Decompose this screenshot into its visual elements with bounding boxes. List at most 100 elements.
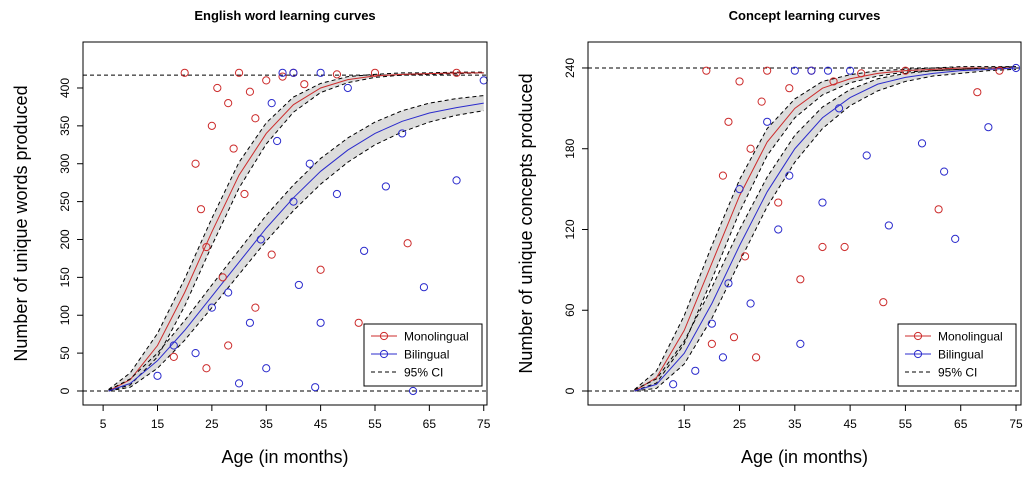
legend-marker bbox=[913, 349, 923, 359]
x-tick-label: 75 bbox=[477, 417, 491, 431]
data-point bbox=[370, 68, 380, 77]
x-tick-label: 55 bbox=[368, 417, 382, 431]
data-point bbox=[707, 319, 716, 328]
data-point bbox=[398, 129, 407, 138]
x-tick-label: 35 bbox=[788, 417, 802, 431]
data-point bbox=[452, 176, 461, 185]
data-point bbox=[1011, 63, 1021, 73]
data-point bbox=[995, 66, 1004, 75]
data-point bbox=[901, 66, 910, 75]
y-tick-label: 240 bbox=[563, 58, 577, 78]
data-point bbox=[862, 151, 871, 160]
data-point bbox=[316, 265, 325, 274]
data-point bbox=[718, 171, 728, 180]
x-tick-label: 65 bbox=[954, 417, 968, 431]
legend-label: Monolingual bbox=[404, 330, 469, 344]
data-point bbox=[917, 139, 927, 148]
legend-marker bbox=[379, 349, 389, 359]
legend-label: Bilingual bbox=[404, 348, 449, 362]
y-tick-label: 250 bbox=[58, 191, 72, 211]
data-point bbox=[224, 341, 233, 350]
data-point bbox=[273, 136, 282, 146]
data-point bbox=[691, 366, 700, 375]
data-point bbox=[169, 352, 178, 361]
data-point bbox=[934, 205, 943, 214]
fit-line bbox=[634, 67, 1017, 392]
x-tick-label: 15 bbox=[678, 417, 692, 431]
x-tick-label: 15 bbox=[151, 417, 165, 431]
data-point bbox=[213, 83, 222, 93]
data-point bbox=[245, 318, 255, 327]
chart-title: Concept learning curves bbox=[729, 8, 881, 23]
data-point bbox=[829, 77, 838, 86]
data-point bbox=[724, 117, 733, 126]
x-axis-label: Age (in months) bbox=[221, 447, 348, 467]
data-point bbox=[191, 159, 200, 168]
data-point bbox=[951, 234, 960, 244]
data-point bbox=[300, 80, 309, 89]
data-point bbox=[840, 242, 849, 252]
data-point bbox=[796, 339, 805, 348]
ci-line bbox=[108, 72, 484, 392]
data-point bbox=[403, 239, 412, 248]
data-point bbox=[763, 66, 772, 75]
data-point bbox=[940, 167, 949, 176]
data-point bbox=[262, 364, 271, 373]
data-point bbox=[224, 288, 233, 297]
data-point bbox=[245, 87, 255, 96]
x-tick-label: 5 bbox=[100, 417, 107, 431]
legend-label: 95% CI bbox=[938, 366, 977, 380]
data-point bbox=[724, 279, 733, 288]
data-point bbox=[289, 197, 298, 206]
x-tick-label: 25 bbox=[205, 417, 219, 431]
legend-label: 95% CI bbox=[404, 366, 443, 380]
data-point bbox=[452, 68, 461, 77]
ci-line bbox=[108, 71, 484, 390]
data-point bbox=[746, 299, 755, 308]
x-tick-label: 35 bbox=[260, 417, 274, 431]
fit-line bbox=[634, 67, 1017, 392]
data-point bbox=[846, 66, 855, 75]
y-tick-label: 0 bbox=[58, 387, 72, 394]
data-point bbox=[191, 349, 200, 358]
x-tick-label: 65 bbox=[423, 417, 437, 431]
chart-title: English word learning curves bbox=[194, 8, 375, 23]
data-point bbox=[332, 189, 342, 199]
y-tick-label: 150 bbox=[58, 267, 72, 287]
y-tick-label: 50 bbox=[58, 346, 72, 360]
x-tick-label: 75 bbox=[1009, 417, 1023, 431]
plot-frame bbox=[587, 41, 1022, 406]
data-point bbox=[790, 66, 799, 75]
fit-line bbox=[108, 72, 484, 392]
data-point bbox=[251, 303, 260, 312]
data-point bbox=[757, 97, 766, 106]
legend-box bbox=[363, 323, 483, 387]
y-tick-label: 180 bbox=[563, 138, 577, 158]
data-point bbox=[834, 104, 844, 113]
data-point bbox=[180, 68, 189, 77]
data-point bbox=[879, 298, 888, 307]
data-point bbox=[202, 242, 211, 252]
data-point bbox=[316, 68, 325, 77]
data-point bbox=[669, 380, 678, 389]
data-point bbox=[207, 121, 216, 130]
y-tick-label: 100 bbox=[58, 305, 72, 325]
data-point bbox=[224, 99, 233, 108]
data-point bbox=[229, 144, 238, 153]
ci-band bbox=[634, 66, 1017, 392]
data-point bbox=[785, 171, 794, 180]
data-point bbox=[305, 159, 314, 168]
data-point bbox=[718, 353, 728, 362]
legend-marker bbox=[913, 331, 923, 341]
x-axis-label: Age (in months) bbox=[741, 447, 868, 467]
data-point bbox=[234, 68, 244, 77]
data-point bbox=[234, 379, 244, 388]
y-axis-label: Number of unique concepts produced bbox=[516, 73, 536, 373]
ci-line bbox=[108, 95, 484, 391]
data-point bbox=[973, 88, 982, 97]
data-point bbox=[251, 114, 260, 123]
plot-frame bbox=[82, 41, 488, 406]
data-point bbox=[278, 68, 287, 77]
ci-band bbox=[108, 95, 484, 391]
data-point bbox=[479, 76, 488, 85]
